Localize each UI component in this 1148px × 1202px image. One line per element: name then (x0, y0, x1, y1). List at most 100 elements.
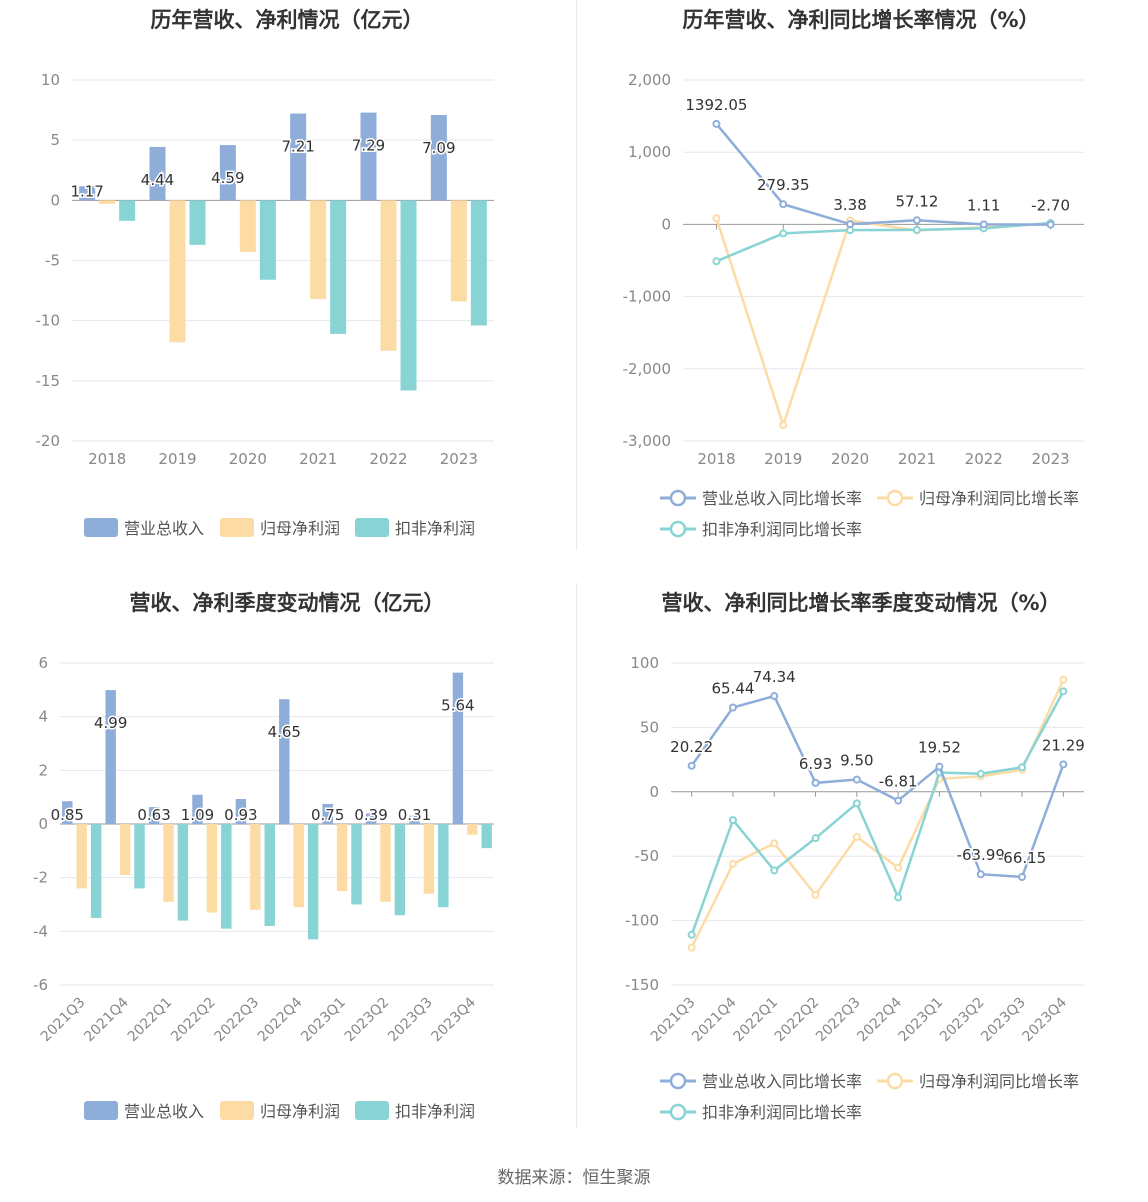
x-tick-label: 2021 (898, 450, 936, 468)
legend-label: 营业总收入 (124, 519, 204, 538)
legend-marker (669, 1072, 687, 1090)
legend-swatch (84, 1101, 118, 1120)
data-source-footer: 数据来源：恒生聚源 (497, 1168, 651, 1188)
data-label: 5.64 (441, 697, 474, 715)
x-tick-label: 2022Q4 (854, 994, 905, 1045)
bar-net-profit (239, 200, 256, 253)
x-tick-label: 2023Q3 (978, 995, 1029, 1046)
bar-revenue (290, 113, 307, 201)
data-label: 4.59 (211, 169, 244, 187)
bar-revenue (149, 146, 166, 201)
y-tick-label: -1,000 (623, 288, 671, 306)
chart-title: 营收、净利同比增长率季度变动情况（%） (661, 591, 1061, 615)
y-tick-label: 6 (38, 654, 48, 672)
legend-label: 扣非净利润同比增长率 (702, 1103, 862, 1122)
data-point (852, 775, 861, 784)
y-tick-label: -15 (36, 372, 61, 390)
x-tick-label: 2022Q1 (730, 995, 781, 1046)
x-tick-label: 2021 (299, 450, 337, 468)
data-point (912, 225, 921, 234)
data-label: 3.38 (833, 196, 866, 214)
data-point (976, 769, 985, 778)
data-point (894, 863, 903, 872)
y-tick-label: -10 (36, 312, 61, 330)
quarterly-revenue-profit-chart: 6 4 2 0 -2 -4 -62021Q32021Q42022Q12022Q22022Q3… (33, 654, 494, 1121)
bar-net-profit (450, 200, 467, 302)
data-label: 1.09 (181, 806, 214, 824)
data-label: 57.12 (895, 192, 938, 210)
bar-deducted-profit (438, 824, 449, 908)
annual-revenue-profit-chart: 10 5 0 -5 -10 -15 -20 2018 2019 2020 2021 2022 2023 1… (36, 71, 494, 538)
data-point (852, 799, 861, 808)
data-label: 74.34 (753, 668, 796, 686)
quarterly-growth-rate-chart: 100500-50-100-1502021Q32021Q42022Q12022Q… (625, 654, 1086, 1122)
x-tick-label: 2020 (229, 450, 267, 468)
bar-revenue (365, 813, 377, 824)
data-point (1059, 760, 1068, 769)
data-point (687, 930, 696, 939)
bar-revenue (279, 699, 290, 824)
bar-net-profit (206, 824, 218, 913)
data-label: -2.70 (1031, 197, 1070, 215)
data-label: -66.15 (998, 849, 1046, 867)
data-point (1018, 763, 1027, 772)
series-line-deducted-profit (690, 690, 1065, 936)
bar-deducted-profit (264, 824, 275, 926)
legend-label: 营业总收入 (124, 1102, 204, 1121)
panel-separator-bottom (576, 583, 577, 1128)
y-tick-label: -150 (625, 976, 659, 994)
data-point (728, 816, 737, 825)
quarterly-growth-rate-panel: 营收、净利同比增长率季度变动情况（%） 100 50 0 -50 -100 -150 202… (574, 583, 1148, 1159)
y-tick-label: -2 (33, 869, 48, 887)
legend-marker (669, 520, 687, 538)
x-tick-label: 2021Q4 (81, 994, 132, 1045)
x-tick-label: 2019 (764, 450, 802, 468)
data-point (852, 832, 861, 841)
data-label: 20.22 (670, 738, 713, 756)
bar-net-profit (119, 824, 131, 875)
x-tick-label: 2019 (158, 450, 196, 468)
series-line-revenue (690, 694, 1065, 879)
data-label: 0.39 (354, 806, 387, 824)
series-line-revenue (715, 123, 1051, 226)
bar-deducted-profit (221, 824, 232, 929)
y-tick-label: -3,000 (623, 432, 671, 450)
y-tick-label: -6 (33, 976, 48, 994)
bar-deducted-profit (307, 824, 319, 940)
y-tick-label: 0 (50, 191, 60, 209)
data-point (894, 893, 903, 902)
y-tick-label: -5 (45, 252, 60, 270)
bar-revenue (62, 801, 73, 824)
data-point (728, 703, 737, 712)
series-line-net-profit (715, 217, 1051, 430)
legend-swatch (220, 518, 254, 537)
data-point (1018, 873, 1027, 882)
data-point (770, 866, 779, 875)
y-tick-label: -50 (635, 847, 660, 865)
data-point (811, 778, 820, 787)
data-point (779, 200, 788, 209)
data-point (770, 839, 779, 848)
bar-net-profit (163, 824, 174, 902)
legend-marker (669, 1103, 687, 1121)
data-point (846, 220, 855, 229)
series-line-deducted-profit (715, 221, 1051, 263)
data-point (894, 796, 903, 805)
data-label: 65.44 (711, 680, 754, 698)
legend-marker (669, 489, 687, 507)
data-point (728, 859, 737, 868)
data-label: 279.35 (757, 176, 810, 194)
legend-label: 扣非净利润同比增长率 (702, 520, 862, 539)
y-tick-label: 0 (38, 815, 48, 833)
bar-deducted-profit (351, 824, 362, 905)
annual-growth-rate-chart: 2,000 1,000 0 -1,000 -2,000 -3,000 2018 2019 202… (623, 71, 1084, 539)
data-label: 1.17 (70, 182, 103, 200)
data-label: 4.65 (268, 723, 301, 741)
legend-marker (886, 1072, 904, 1090)
data-label: -6.81 (879, 773, 918, 791)
bar-revenue (105, 690, 116, 824)
quarterly-revenue-profit-panel: 营收、净利季度变动情况（亿元） 6 4 2 0 -2 -4 -6 2021Q3 2021Q4 20… (0, 583, 574, 1159)
legend-label: 归母净利润同比增长率 (919, 489, 1079, 508)
chart-title: 历年营收、净利情况（亿元） (150, 8, 424, 32)
x-tick-label: 2018 (88, 450, 126, 468)
